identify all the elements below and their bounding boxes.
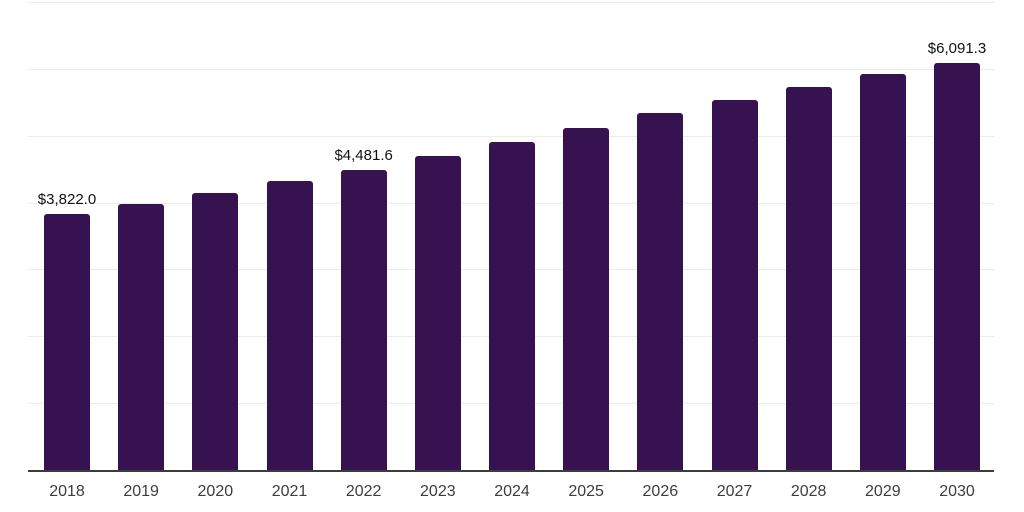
data-label-2018: $3,822.0: [37, 191, 97, 209]
x-tick-label-2029: 2029: [865, 483, 901, 500]
bar-2025: [563, 127, 610, 470]
bar-2030: [934, 62, 980, 470]
bar-2024: [489, 142, 535, 470]
x-tick-label-2023: 2023: [420, 483, 456, 500]
gridline-7000: [28, 2, 994, 3]
x-tick-label-2021: 2021: [271, 483, 308, 500]
bar-2018: [44, 214, 90, 470]
data-label-2030: $6,091.3: [927, 39, 987, 57]
bar-2019: [118, 203, 165, 470]
x-tick-label-2020: 2020: [197, 483, 234, 500]
gridline-5000: [28, 135, 994, 137]
bar-2026: [637, 113, 684, 470]
bar-2027: [711, 99, 758, 470]
x-tick-label-2026: 2026: [642, 483, 679, 500]
bar-2021: [266, 180, 313, 470]
bar-2022: [340, 170, 387, 470]
bar-2028: [785, 86, 832, 470]
x-tick-label-2025: 2025: [568, 483, 604, 500]
x-tick-label-2018: 2018: [49, 483, 85, 500]
x-tick-label-2024: 2024: [494, 483, 530, 500]
gridline-6000: [28, 68, 994, 70]
bar-2023: [414, 156, 461, 470]
bar-2020: [192, 192, 239, 470]
x-tick-label-2027: 2027: [716, 483, 753, 500]
x-tick-label-2019: 2019: [123, 483, 159, 500]
x-tick-label-2022: 2022: [345, 483, 382, 500]
plot-area: $3,822.0 $4,481.6 $6,091.3: [28, 2, 994, 470]
x-axis-line: [28, 470, 994, 472]
x-tick-label-2030: 2030: [939, 483, 975, 500]
data-label-2022: $4,481.6: [334, 147, 393, 165]
bar-2029: [859, 73, 906, 470]
x-tick-label-2028: 2028: [790, 483, 827, 500]
